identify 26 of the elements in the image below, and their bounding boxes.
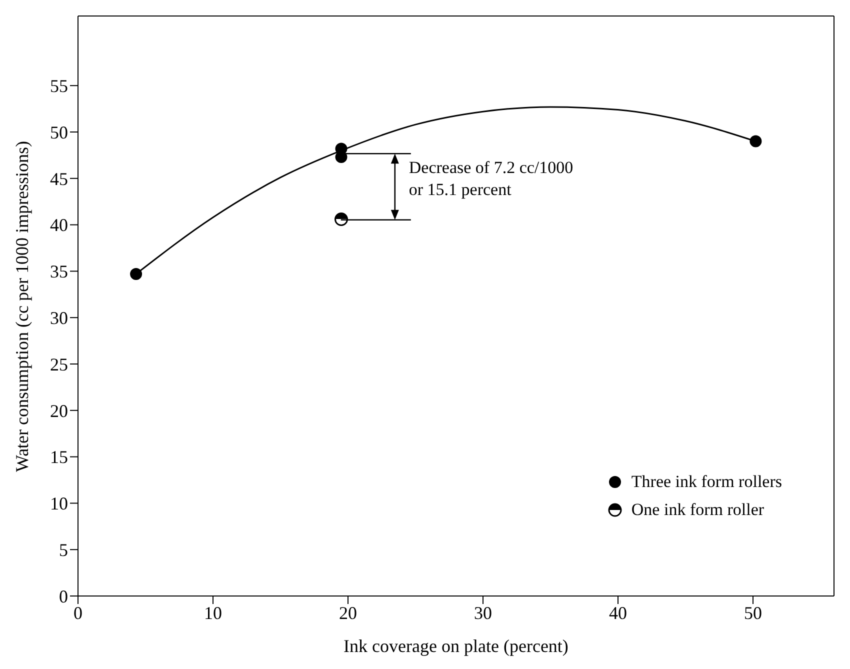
x-tick-label: 0 [74,602,82,623]
x-axis-title: Ink coverage on plate (percent) [344,636,568,656]
annotation: Decrease of 7.2 cc/1000 or 15.1 percent [408,158,574,199]
x-tick-label: 20 [339,602,357,623]
x-tick-label: 50 [744,602,762,623]
y-tick-label: 35 [50,262,68,282]
point [750,135,762,148]
y-axis-title: Water consumption (cc per 1000 impressions) [12,141,32,472]
x-tick-label: 10 [204,602,222,623]
y-tick-label: 5 [59,540,68,560]
x-tick-label: 40 [609,602,627,623]
y-tick-label: 25 [50,354,68,374]
y-tick-label: 55 [50,76,68,96]
y-tick-label: 30 [50,308,68,328]
x-tick-label: 30 [474,602,492,623]
point [130,268,142,280]
legend-label: One ink form roller [631,500,764,520]
y-tick-label: 0 [59,586,68,606]
y-tick-label: 20 [50,400,68,421]
point [334,212,348,226]
y-tick-label: 40 [50,215,68,236]
y-tick-label: 10 [50,494,68,514]
legend-label: Three ink form rollers [631,472,782,492]
y-tick-label: 50 [50,122,68,142]
y-tick-label: 45 [50,168,68,189]
y-tick-label: 15 [50,447,68,468]
